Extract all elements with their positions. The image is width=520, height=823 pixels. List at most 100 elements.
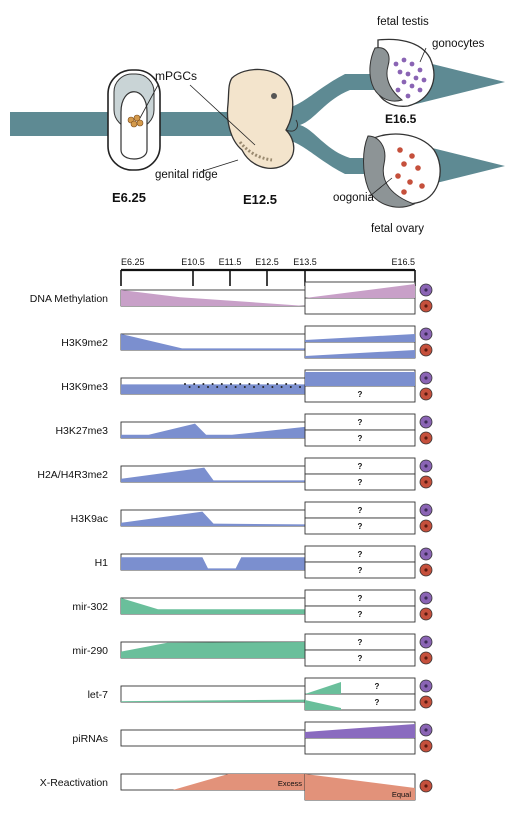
gonocyte-cell: [417, 67, 423, 73]
male-cell-nucleus: [424, 596, 428, 600]
female-cell-nucleus: [424, 392, 428, 396]
female-cell-nucleus: [424, 568, 428, 572]
mpgc-leader-line-2: [189, 84, 256, 146]
h3k9me3-dot: [285, 383, 288, 385]
female-cell-nucleus: [424, 744, 428, 748]
unknown-marker: ?: [358, 610, 363, 619]
early-level: [121, 699, 306, 702]
row-h1: H1??: [95, 545, 433, 579]
gonocyte-cell: [413, 75, 419, 81]
oogonia-cell: [419, 183, 425, 189]
row-mir-302: mir-302??: [72, 589, 433, 623]
male-cell-nucleus: [424, 640, 428, 644]
label-fetal-testis: fetal testis: [377, 16, 429, 28]
timeline-tick-label: E16.5: [391, 257, 415, 267]
h3k9me3-dot: [262, 386, 265, 388]
gonocyte-cell: [405, 93, 411, 99]
male-level: [305, 334, 415, 342]
gonocyte-cell: [393, 61, 399, 67]
female-cell-nucleus: [424, 436, 428, 440]
h3k9me3-dot: [271, 386, 274, 388]
h3k9me3-dot: [299, 386, 301, 388]
row-label: H2A/H4R3me2: [37, 469, 108, 481]
row-h3k9ac: H3K9ac??: [71, 501, 433, 535]
timeline-tick-label: E13.5: [293, 257, 317, 267]
epigenetic-rows: DNA MethylationH3K9me2H3K9me3?H3K27me3??…: [30, 281, 433, 801]
row-h2a-h4r3me2: H2A/H4R3me2??: [37, 457, 433, 491]
egg-cylinder-embryo: [107, 69, 161, 171]
unknown-marker: ?: [358, 434, 363, 443]
label-oogonia: oogonia: [333, 192, 375, 204]
h3k9me3-dot: [193, 383, 196, 385]
stage-label-e16: E16.5: [385, 112, 417, 126]
unknown-marker: ?: [375, 698, 380, 707]
early-level: [121, 334, 306, 350]
unknown-marker: ?: [358, 566, 363, 575]
oogonia-cell: [401, 161, 407, 167]
early-level: [121, 598, 306, 614]
gonocyte-cell: [421, 77, 427, 83]
row-label: DNA Methylation: [30, 293, 108, 305]
male-cell-nucleus: [424, 464, 428, 468]
early-level: [121, 467, 306, 482]
stage-label-e12: E12.5: [243, 192, 277, 207]
male-cell-nucleus: [424, 508, 428, 512]
unknown-marker: ?: [358, 390, 363, 399]
row-label: H3K9me3: [61, 381, 108, 393]
oogonia-cell: [407, 179, 413, 185]
timeline-tick-label: E6.25: [121, 257, 145, 267]
early-level: [121, 557, 306, 570]
row-label: H3K9ac: [71, 513, 108, 525]
early-level: [121, 423, 306, 438]
gonocyte-cell: [409, 83, 415, 89]
oogonia-cell: [395, 173, 401, 179]
h3k9me3-dot: [257, 383, 260, 385]
timeline-tick-label: E12.5: [255, 257, 279, 267]
unknown-marker: ?: [358, 418, 363, 427]
gonocyte-cell: [395, 87, 401, 93]
label-fetal-ovary: fetal ovary: [371, 223, 424, 235]
h3k9me3-dot: [253, 386, 255, 388]
developmental-schematic: mPGCs genital ridge E6.25 E12.5 E16.5 fe…: [10, 16, 505, 235]
h3k9me3-dot: [280, 386, 283, 388]
h3k9me3-dot: [276, 383, 278, 385]
label-gonocytes: gonocytes: [432, 38, 485, 50]
gonocyte-cell: [401, 57, 407, 63]
female-panel: [304, 517, 416, 535]
row-label: H3K27me3: [55, 425, 108, 437]
unknown-marker: ?: [358, 522, 363, 531]
female-cell-nucleus: [424, 304, 428, 308]
h3k9me3-dot: [230, 383, 232, 385]
e12-embryo: [226, 68, 299, 169]
unknown-marker: ?: [358, 506, 363, 515]
genital-ridge-leader: [199, 159, 239, 173]
male-cell-nucleus: [424, 376, 428, 380]
row-dna-methylation: DNA Methylation: [30, 281, 433, 315]
female-cell-nucleus: [424, 524, 428, 528]
early-level: [121, 774, 306, 790]
early-panel: [120, 685, 307, 703]
row-label: let-7: [88, 689, 109, 701]
row-label: H1: [95, 557, 109, 569]
female-cell-nucleus: [424, 656, 428, 660]
gonocyte-dots: [393, 57, 427, 99]
label-mpgcs: mPGCs: [155, 69, 197, 83]
male-level: [305, 724, 415, 738]
h3k9me3-dot: [266, 383, 269, 385]
row-pirnas: piRNAs: [72, 721, 433, 755]
male-cell-nucleus: [424, 420, 428, 424]
gonocyte-cell: [401, 79, 407, 85]
lineage-arrow-shaft: [10, 74, 410, 174]
h3k9me3-dot: [197, 386, 200, 388]
h3k9me3-dot: [225, 386, 228, 388]
gonocyte-cell: [397, 69, 403, 75]
unknown-marker: ?: [358, 478, 363, 487]
row-label: piRNAs: [72, 733, 108, 745]
h3k9me3-dot: [211, 383, 214, 385]
female-panel: [304, 649, 416, 667]
h3k9me3-dot: [294, 383, 297, 385]
female-cell-nucleus: [424, 784, 428, 788]
female-level: [305, 700, 341, 710]
h3k9me3-dot: [202, 383, 205, 385]
female-cell-nucleus: [424, 348, 428, 352]
